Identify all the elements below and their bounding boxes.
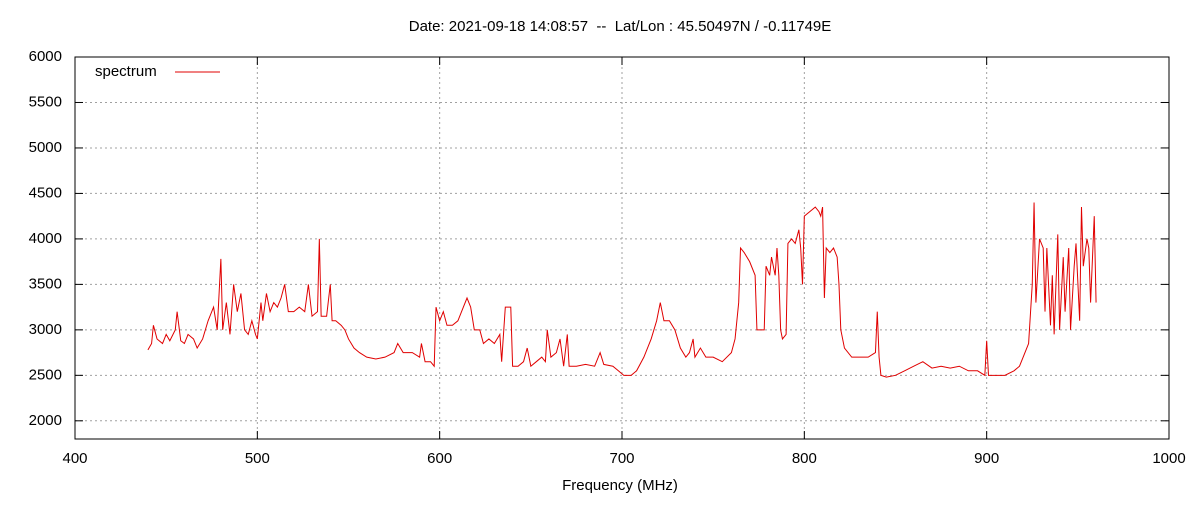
data-line xyxy=(147,202,1097,378)
y-tick-label: 2500 xyxy=(29,366,62,383)
x-tick-label: 800 xyxy=(792,450,817,467)
x-tick-label: 600 xyxy=(427,450,452,467)
chart-title: Date: 2021-09-18 14:08:57 -- Lat/Lon : 4… xyxy=(409,18,832,35)
x-tick-label: 700 xyxy=(609,450,634,467)
y-tick-label: 4000 xyxy=(29,230,62,247)
y-tick-label: 3500 xyxy=(29,275,62,292)
y-tick-label: 6000 xyxy=(29,48,62,65)
y-tick-label: 5500 xyxy=(29,93,62,110)
y-tick-label: 3000 xyxy=(29,321,62,338)
x-tick-label: 400 xyxy=(62,450,87,467)
x-axis-label: Frequency (MHz) xyxy=(562,477,678,494)
plot-frame xyxy=(74,56,1170,440)
x-tick-label: 900 xyxy=(974,450,999,467)
x-tick-label: 1000 xyxy=(1152,450,1185,467)
y-tick-label: 5000 xyxy=(29,139,62,156)
legend-label: spectrum xyxy=(95,63,157,80)
y-tick-label: 2000 xyxy=(29,412,62,429)
y-tick-label: 4500 xyxy=(29,184,62,201)
x-tick-label: 500 xyxy=(245,450,270,467)
